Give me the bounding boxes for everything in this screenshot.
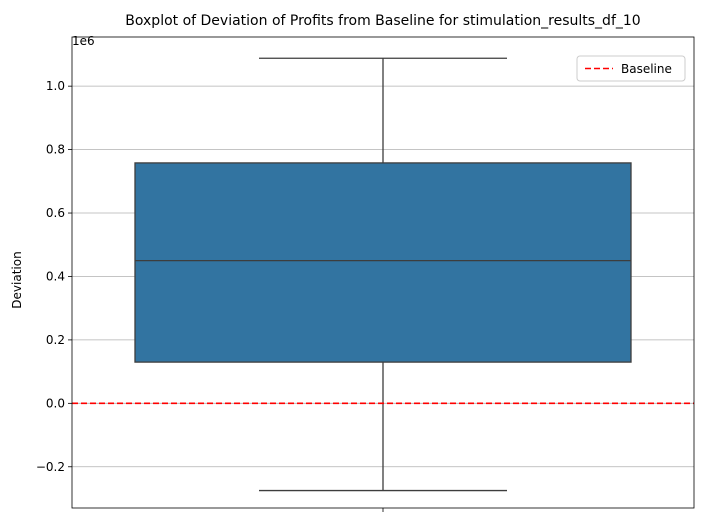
y-tick-label: −0.2 (36, 460, 65, 474)
axes: −0.2 0.0 0.2 0.4 0.6 0.8 1.0 (36, 36, 695, 512)
legend: Baseline (576, 55, 686, 82)
y-axis-label: Deviation (10, 251, 24, 308)
y-tick-label: 0.0 (46, 396, 65, 410)
chart-title: Boxplot of Deviation of Profits from Bas… (125, 13, 640, 29)
box-elements (134, 57, 632, 492)
y-tick-label: 0.2 (46, 333, 65, 347)
y-tick-label: 1.0 (46, 79, 65, 93)
y-tick-label: 0.4 (46, 269, 65, 283)
y-tick-label: 0.6 (46, 206, 65, 220)
y-tick-label: 0.8 (46, 143, 65, 157)
y-axis-offset-label: 1e6 (72, 34, 95, 48)
box-iqr (134, 162, 632, 363)
legend-box (576, 55, 686, 82)
legend-baseline-label: Baseline (621, 62, 672, 76)
